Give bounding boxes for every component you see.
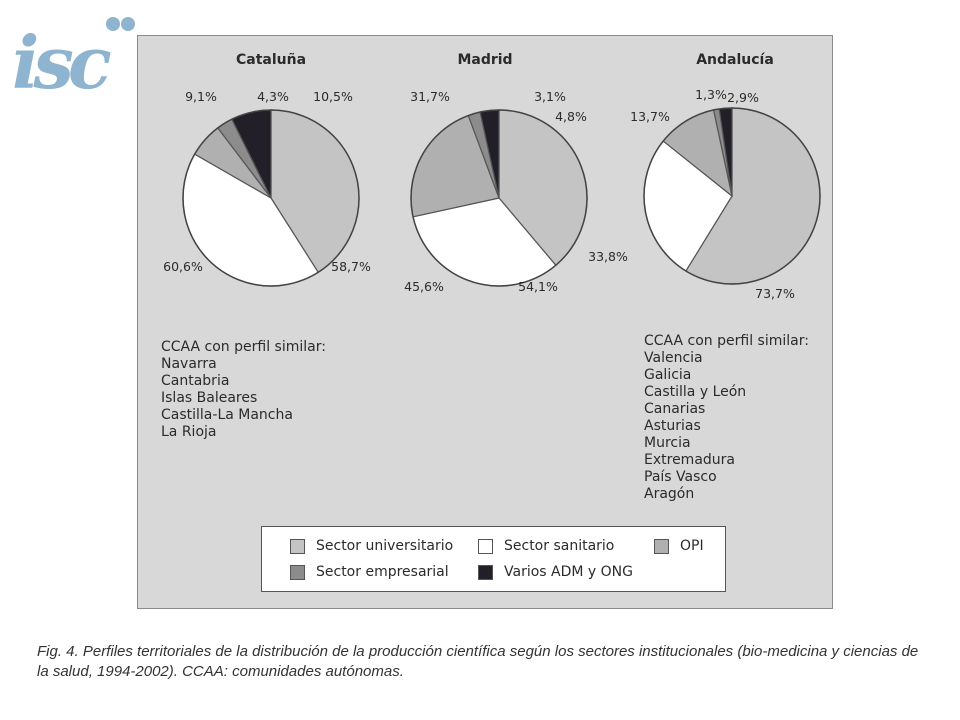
similar-profile-right: CCAA con perfil similar: Valencia Galici… — [644, 333, 809, 503]
legend-swatch — [478, 565, 493, 580]
pie-value-label: 4,3% — [257, 89, 289, 104]
similar-heading: CCAA con perfil similar: — [644, 333, 809, 349]
pie-outline — [410, 109, 588, 287]
pie-value-label: 54,1% — [518, 279, 558, 294]
similar-item: Aragón — [644, 486, 695, 502]
pie-value-label: 2,9% — [727, 90, 759, 105]
similar-item: Castilla y León — [644, 384, 747, 400]
similar-heading: CCAA con perfil similar: — [161, 339, 326, 355]
pie-value-label: 3,1% — [534, 89, 566, 104]
logo-dot — [121, 17, 135, 31]
similar-item: Cantabria — [161, 373, 230, 389]
pie-title: Madrid — [457, 52, 512, 68]
similar-item: Navarra — [161, 356, 217, 372]
legend: Sector universitario Sector sanitario OP… — [261, 526, 726, 592]
legend-label: Sector sanitario — [504, 538, 615, 554]
similar-item: Islas Baleares — [161, 390, 258, 406]
pie-value-label: 45,6% — [404, 279, 444, 294]
similar-item: La Rioja — [161, 424, 217, 440]
pie-title: Cataluña — [236, 52, 306, 68]
pie-value-label: 13,7% — [630, 109, 670, 124]
pie-value-label: 4,8% — [555, 109, 587, 124]
pie-value-label: 1,3% — [695, 87, 727, 102]
pie-charts: Cataluña 58,7% 60,6% 9,1% 4,3% 10,5% Madrid 54,… — [163, 52, 821, 301]
similar-item: Extremadura — [644, 452, 735, 468]
legend-swatch — [478, 539, 493, 554]
legend-label: Varios ADM y ONG — [504, 564, 633, 580]
similar-item: Galicia — [644, 367, 692, 383]
pie-value-label: 33,8% — [588, 249, 628, 264]
logo-dot — [106, 17, 120, 31]
pie-value-label: 31,7% — [410, 89, 450, 104]
pie-value-label: 10,5% — [313, 89, 353, 104]
similar-item: Murcia — [644, 435, 691, 451]
legend-label: OPI — [680, 538, 704, 554]
pie-title: Andalucía — [696, 52, 774, 68]
legend-swatch — [290, 565, 305, 580]
similar-item: Asturias — [644, 418, 701, 434]
legend-label: Sector empresarial — [316, 564, 449, 580]
figure-panel: Cataluña 58,7% 60,6% 9,1% 4,3% 10,5% Madrid 54,… — [137, 35, 833, 609]
pie-value-label: 58,7% — [331, 259, 371, 274]
logo-text: isc — [12, 20, 111, 105]
pie-outline — [182, 109, 360, 287]
pie-value-label: 73,7% — [755, 286, 795, 301]
pie-value-label: 60,6% — [163, 259, 203, 274]
similar-profile-left: CCAA con perfil similar: Navarra Cantabr… — [161, 339, 326, 441]
legend-swatch — [654, 539, 669, 554]
similar-item: Canarias — [644, 401, 706, 417]
legend-swatch — [290, 539, 305, 554]
similar-item: Castilla-La Mancha — [161, 407, 293, 423]
legend-label: Sector universitario — [316, 538, 454, 554]
figure-caption: Fig. 4. Perfiles territoriales de la dis… — [37, 643, 919, 680]
pie-outline — [643, 107, 821, 285]
pie-value-label: 9,1% — [185, 89, 217, 104]
similar-item: Valencia — [644, 350, 703, 366]
isc-logo: isc — [12, 17, 135, 105]
similar-item: País Vasco — [644, 469, 717, 485]
